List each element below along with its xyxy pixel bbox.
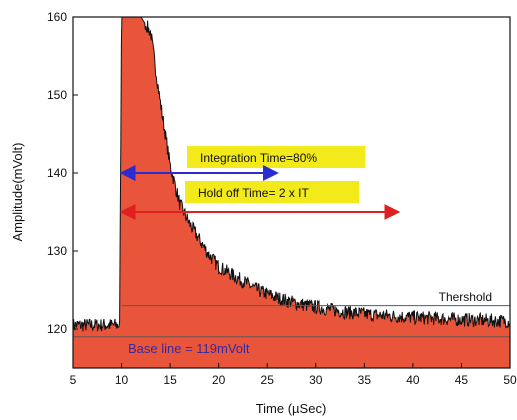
- x-tick-label: 5: [70, 373, 77, 387]
- threshold-label: Thershold: [439, 290, 492, 304]
- series-line: [73, 17, 510, 333]
- y-tick-label: 160: [47, 10, 67, 24]
- y-axis-ticks: 120 130 140 150 160: [47, 10, 78, 336]
- plot-frame: [72, 16, 511, 369]
- x-axis-ticks: 5 10 15 20 25 30 35 40 45 50: [70, 363, 517, 387]
- y-tick-label: 120: [47, 322, 67, 336]
- y-axis-title: Amplitude(mVolt): [10, 143, 25, 242]
- y-tick-label: 140: [47, 166, 67, 180]
- y-tick-label: 130: [47, 244, 67, 258]
- x-tick-label: 30: [309, 373, 323, 387]
- y-tick-label: 150: [47, 88, 67, 102]
- x-tick-label: 25: [261, 373, 275, 387]
- x-tick-label: 20: [212, 373, 226, 387]
- x-tick-label: 15: [163, 373, 177, 387]
- integration-time-label: Integration Time=80%: [200, 151, 317, 165]
- hold-off-time-label: Hold off Time= 2 x IT: [198, 186, 309, 200]
- x-tick-label: 35: [358, 373, 372, 387]
- hold-off-time-label-box: [185, 181, 359, 203]
- baseline-label: Base line = 119mVolt: [128, 341, 250, 356]
- integration-time-label-box: [187, 146, 365, 168]
- x-tick-label: 45: [455, 373, 469, 387]
- x-tick-label: 40: [406, 373, 420, 387]
- x-tick-label: 50: [503, 373, 517, 387]
- x-axis-title: Time (µSec): [256, 401, 327, 416]
- x-tick-label: 10: [115, 373, 129, 387]
- series-area-fill: [73, 17, 510, 368]
